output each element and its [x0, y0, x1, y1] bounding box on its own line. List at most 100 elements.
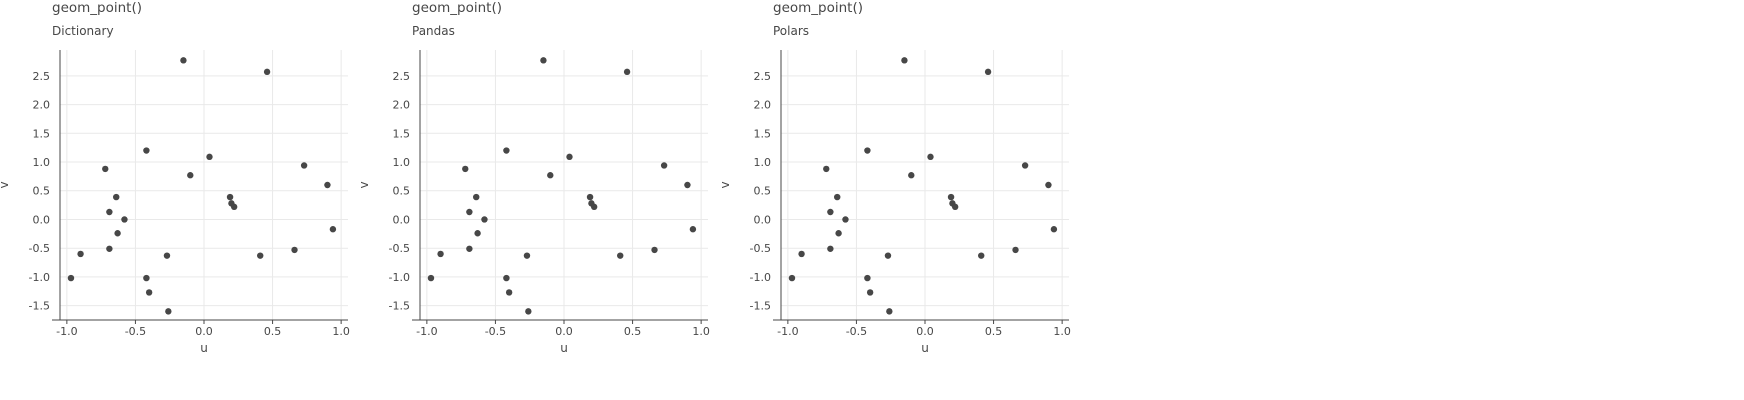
- data-point: [474, 230, 481, 237]
- data-point: [525, 308, 532, 315]
- y-tick-label: 1.0: [754, 156, 772, 169]
- x-axis-title: u: [921, 341, 929, 355]
- x-tick-label: -0.5: [846, 325, 867, 338]
- data-point: [540, 57, 547, 64]
- data-point: [462, 165, 469, 173]
- data-point: [113, 193, 120, 201]
- data-point: [623, 68, 631, 76]
- y-tick-label: 0.5: [33, 185, 51, 198]
- y-tick-label: -0.5: [750, 242, 771, 255]
- y-tick-label: 2.0: [33, 99, 51, 112]
- data-point: [145, 289, 153, 296]
- data-point: [651, 246, 658, 254]
- x-tick-label: -0.5: [485, 325, 506, 338]
- y-tick-label: 2.5: [754, 70, 772, 83]
- x-tick-label: 1.0: [332, 325, 350, 338]
- data-point: [300, 162, 308, 169]
- data-point: [547, 172, 554, 179]
- data-point: [835, 230, 842, 237]
- x-axis-title: u: [560, 341, 568, 355]
- scatter-plot: -1.0 -0.5 0.0 0.5 1.0 2.5 2.0 1.5 1.0 0.5 0.0 -0.5 -…: [0, 50, 350, 355]
- y-tick-label: -1.5: [29, 300, 50, 313]
- y-tick-label: -0.5: [389, 242, 410, 255]
- plot-title: geom_point(): [773, 0, 863, 16]
- x-tick-label: -1.0: [416, 325, 437, 338]
- data-point: [788, 274, 796, 282]
- y-tick-label: 2.5: [393, 70, 411, 83]
- data-point: [77, 250, 84, 258]
- data-point: [503, 147, 510, 154]
- data-point: [143, 274, 150, 282]
- y-tick-label: 0.0: [393, 213, 411, 226]
- scatter-plot: -1.0 -0.5 0.0 0.5 1.0 2.5 2.0 1.5 1.0 0.5 0.0 -0.5 -…: [357, 50, 710, 355]
- scatter-plot: -1.0 -0.5 0.0 0.5 1.0 2.5 2.0 1.5 1.0 0.5 0.0 -0.5 -…: [718, 50, 1071, 355]
- x-tick-label: 0.0: [916, 325, 934, 338]
- x-tick-label: 0.5: [985, 325, 1003, 338]
- data-point: [927, 153, 934, 161]
- x-tick-label: -1.0: [56, 325, 77, 338]
- plot-panel-1: geom_point() Dictionary -1.0 -0.5 0.0 0.5 1.…: [0, 0, 400, 400]
- y-tick-label: -0.5: [29, 242, 50, 255]
- data-point: [263, 68, 271, 76]
- data-point: [1045, 181, 1052, 189]
- x-axis-title: u: [200, 341, 208, 355]
- data-point: [106, 245, 113, 252]
- y-tick-label: 2.0: [393, 99, 411, 112]
- data-point: [523, 252, 531, 259]
- data-point: [834, 193, 841, 201]
- x-tick-label: 0.5: [624, 325, 642, 338]
- data-point: [230, 203, 238, 211]
- data-point: [798, 250, 805, 258]
- data-point: [689, 226, 697, 233]
- y-axis-title: v: [0, 181, 11, 188]
- plot-panel-2: geom_point() Pandas -1.0 -0.5 0.0 0.5 1.0 2.5…: [357, 0, 760, 400]
- data-point: [505, 289, 513, 296]
- plot-subtitle: Dictionary: [52, 24, 114, 38]
- data-point: [1021, 162, 1029, 169]
- y-tick-label: 1.0: [393, 156, 411, 169]
- data-point: [180, 57, 187, 64]
- data-point: [257, 252, 264, 259]
- data-point: [481, 216, 488, 223]
- data-point: [143, 147, 150, 154]
- data-point: [165, 308, 172, 315]
- plot-title: geom_point(): [52, 0, 142, 16]
- y-tick-label: -1.0: [29, 271, 50, 284]
- data-point: [187, 172, 194, 179]
- y-tick-label: -1.0: [750, 271, 771, 284]
- y-tick-label: -1.5: [389, 300, 410, 313]
- data-point: [163, 252, 171, 259]
- y-tick-label: 1.5: [754, 127, 772, 140]
- data-point: [503, 274, 510, 282]
- data-point: [978, 252, 985, 259]
- data-point: [951, 203, 959, 211]
- data-point: [566, 153, 573, 161]
- y-tick-label: 0.0: [754, 213, 772, 226]
- y-axis-title: v: [357, 181, 371, 188]
- data-point: [827, 245, 834, 252]
- y-tick-label: 2.5: [33, 70, 51, 83]
- data-point: [660, 162, 668, 169]
- data-point: [617, 252, 624, 259]
- data-point: [1050, 226, 1058, 233]
- plot-subtitle: Pandas: [412, 24, 455, 38]
- data-point: [866, 289, 874, 296]
- data-point: [206, 153, 213, 161]
- data-point: [947, 193, 955, 201]
- y-axis-title: v: [718, 181, 732, 188]
- x-tick-label: -1.0: [777, 325, 798, 338]
- data-point: [590, 203, 598, 211]
- y-tick-label: 1.5: [33, 127, 51, 140]
- data-point: [684, 181, 691, 189]
- x-tick-label: -0.5: [125, 325, 146, 338]
- data-point: [291, 246, 298, 254]
- data-point: [427, 274, 435, 282]
- data-point: [324, 181, 331, 189]
- data-point: [864, 147, 871, 154]
- plot-title: geom_point(): [412, 0, 502, 16]
- data-point: [67, 274, 75, 282]
- data-point: [827, 208, 834, 216]
- y-tick-label: -1.0: [389, 271, 410, 284]
- y-tick-label: 0.5: [754, 185, 772, 198]
- data-point: [466, 208, 473, 216]
